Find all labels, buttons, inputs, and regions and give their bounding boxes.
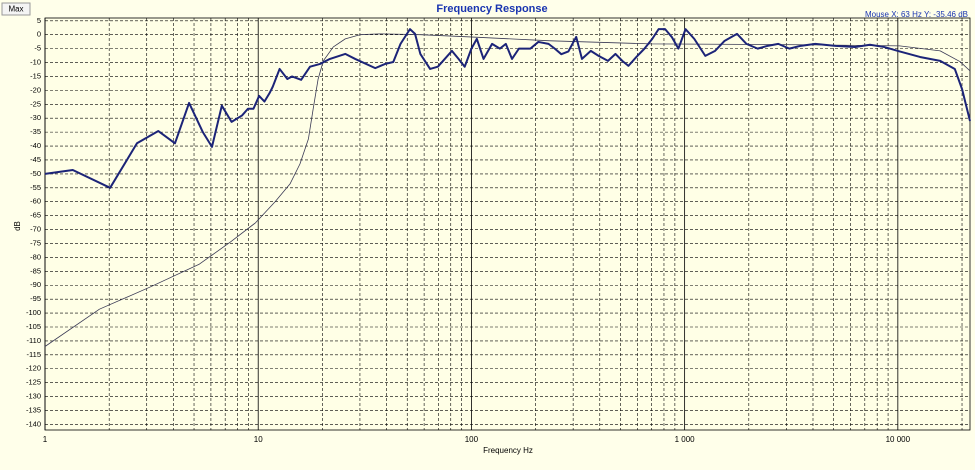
y-tick-label: -75 <box>30 238 41 247</box>
y-tick-label: -50 <box>30 169 41 178</box>
y-tick-label: -60 <box>30 197 41 206</box>
x-axis-label: Frequency Hz <box>483 446 533 455</box>
y-tick-label: -70 <box>30 225 41 234</box>
series-line <box>44 28 971 189</box>
y-tick-label: -120 <box>26 364 41 373</box>
y-tick-label: -15 <box>30 71 41 80</box>
y-tick-label: -10 <box>30 58 41 67</box>
y-tick-label: -45 <box>30 155 41 164</box>
y-tick-label: -95 <box>30 294 41 303</box>
max-button[interactable] <box>1 2 31 16</box>
y-tick-label: -20 <box>30 85 41 94</box>
y-tick-label: 0 <box>37 30 41 39</box>
y-tick-label: -40 <box>30 141 41 150</box>
max-button-label[interactable]: Max <box>8 5 23 14</box>
x-tick-label: 100 <box>465 435 479 444</box>
y-tick-label: -105 <box>26 322 41 331</box>
y-tick-label: -130 <box>26 392 41 401</box>
x-tick-label: 1 000 <box>675 435 696 444</box>
y-tick-label: -5 <box>34 44 41 53</box>
y-tick-label: -90 <box>30 280 41 289</box>
x-tick-label: 10 <box>254 435 263 444</box>
y-tick-label: -25 <box>30 99 41 108</box>
mouse-readout: Mouse X: 63 Hz Y: -35.46 dB <box>865 10 968 19</box>
y-axis-label: dB <box>13 221 22 231</box>
x-tick-label: 1 <box>43 435 48 444</box>
y-tick-label: -110 <box>27 336 41 345</box>
y-tick-label: -125 <box>26 378 41 387</box>
y-tick-label: -135 <box>26 405 41 414</box>
plot-area <box>44 17 971 431</box>
y-tick-label: 5 <box>37 16 41 25</box>
y-tick-label: -80 <box>30 252 41 261</box>
y-tick-label: -30 <box>30 113 41 122</box>
y-tick-label: -100 <box>26 308 41 317</box>
y-tick-label: -140 <box>26 419 41 428</box>
chart-title: Frequency Response <box>436 3 547 15</box>
y-tick-label: -35 <box>30 127 41 136</box>
y-tick-label: -85 <box>30 266 41 275</box>
y-tick-label: -65 <box>30 211 41 220</box>
x-tick-label: 10 000 <box>886 435 911 444</box>
y-tick-label: -115 <box>27 350 41 359</box>
y-tick-label: -55 <box>30 183 41 192</box>
